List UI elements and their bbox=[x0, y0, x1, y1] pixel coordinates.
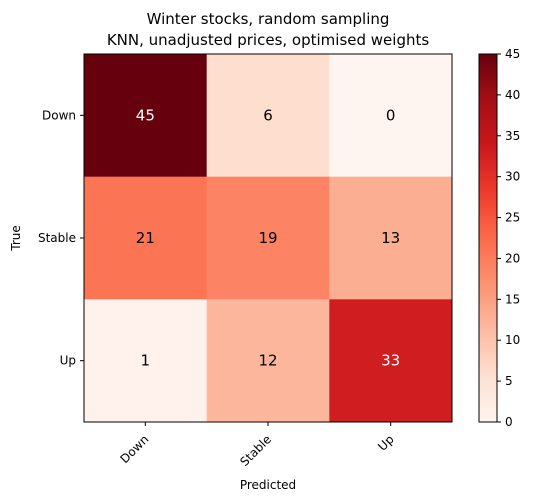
colorbar-tick-label: 45 bbox=[505, 47, 520, 61]
heatmap-cell-1-1 bbox=[206, 176, 330, 300]
colorbar bbox=[478, 53, 498, 423]
colorbar-tick-label: 30 bbox=[505, 170, 520, 184]
colorbar-tick-label: 5 bbox=[505, 374, 513, 388]
chart-title-line-1: Winter stocks, random sampling bbox=[147, 10, 390, 28]
y-tick-label: Up bbox=[60, 354, 76, 368]
cell-value-2-0: 1 bbox=[141, 352, 151, 370]
colorbar-tick-label: 40 bbox=[505, 88, 520, 102]
heatmap-cell-2-2 bbox=[329, 299, 453, 423]
y-axis-label: True bbox=[9, 225, 23, 252]
cell-value-1-0: 21 bbox=[136, 229, 155, 247]
x-axis-ticks: Down Stable Up bbox=[118, 422, 397, 469]
heatmap-cell-1-2 bbox=[329, 176, 453, 300]
heatmap-cell-2-0 bbox=[84, 299, 208, 423]
x-axis-label: Predicted bbox=[240, 478, 296, 492]
heatmap-cell-0-0 bbox=[84, 54, 208, 178]
cell-value-0-2: 0 bbox=[386, 106, 396, 124]
colorbar-tick-label: 10 bbox=[505, 333, 520, 347]
x-tick-label: Down bbox=[118, 432, 152, 466]
y-tick-label: Down bbox=[42, 108, 76, 122]
cell-value-2-2: 33 bbox=[381, 352, 400, 370]
colorbar-tick-label: 35 bbox=[505, 129, 520, 143]
cell-value-1-2: 13 bbox=[381, 229, 400, 247]
heatmap-cells bbox=[84, 54, 453, 423]
heatmap-cell-labels: 45 6 0 21 19 13 1 12 33 bbox=[136, 106, 400, 369]
heatmap-cell-0-1 bbox=[206, 54, 330, 178]
heatmap-cell-0-2 bbox=[329, 54, 453, 178]
colorbar-tick-label: 15 bbox=[505, 292, 520, 306]
chart-title-line-2: KNN, unadjusted prices, optimised weight… bbox=[107, 31, 430, 49]
colorbar-tick-label: 0 bbox=[505, 415, 513, 429]
cell-value-0-1: 6 bbox=[263, 106, 273, 124]
y-axis-ticks: Down Stable Up bbox=[38, 108, 84, 368]
colorbar-ticks: 0 5 10 15 20 25 30 35 40 45 bbox=[497, 47, 520, 429]
y-tick-label: Stable bbox=[38, 231, 76, 245]
cell-value-2-1: 12 bbox=[258, 352, 277, 370]
x-tick-label: Stable bbox=[237, 432, 274, 469]
cell-value-0-0: 45 bbox=[136, 106, 155, 124]
colorbar-tick-label: 25 bbox=[505, 211, 520, 225]
heatmap-cell-1-0 bbox=[84, 176, 208, 300]
cell-value-1-1: 19 bbox=[258, 229, 277, 247]
heatmap-cell-2-1 bbox=[206, 299, 330, 423]
x-tick-label: Up bbox=[375, 432, 397, 454]
colorbar-tick-label: 20 bbox=[505, 251, 520, 265]
